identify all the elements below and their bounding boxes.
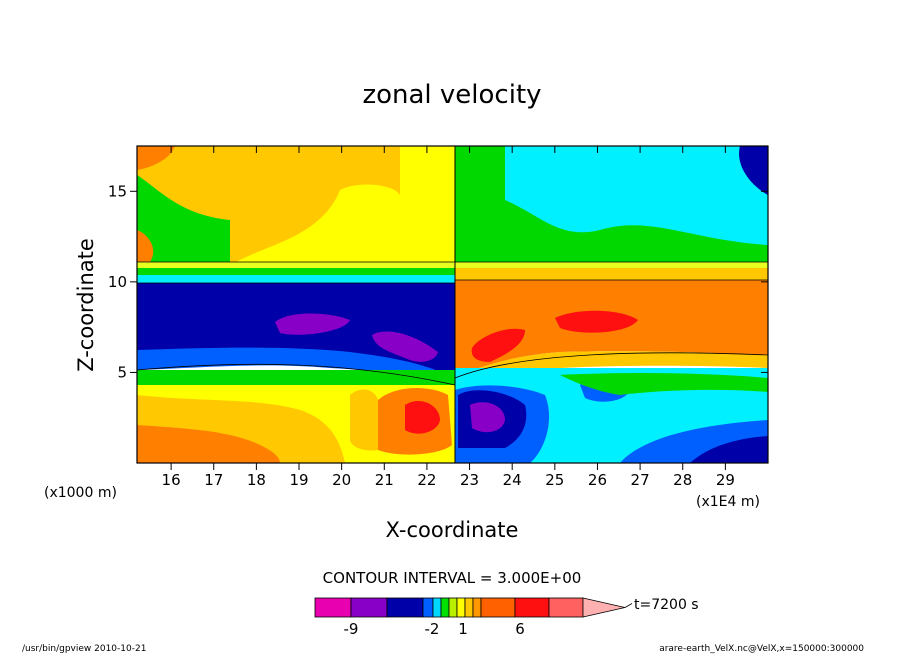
x-tick-label: 26 (588, 471, 607, 489)
colorbar-tick-label: -9 (344, 620, 359, 638)
x-tick-label: 24 (503, 471, 522, 489)
right-red-core-1 (555, 310, 638, 333)
band-cyan (137, 275, 455, 283)
lower-right-navy-corner (690, 436, 768, 463)
y-unit-note: (x1000 m) (44, 485, 117, 501)
upper-left-green-lobe (137, 175, 230, 266)
x-tick-label: 19 (289, 471, 308, 489)
colorbar-segment (514, 597, 550, 618)
time-label: t=7200 s (634, 597, 699, 613)
band-green (137, 268, 455, 278)
x-tick-label: 27 (631, 471, 650, 489)
x-unit-note: (x1E4 m) (696, 494, 760, 510)
colorbar-segment (422, 597, 434, 618)
upper-left-orange-cell-2 (137, 230, 154, 262)
colorbar-tick-label: -2 (425, 620, 440, 638)
right-red-core-2 (471, 328, 525, 362)
left-blue-edge (137, 347, 455, 392)
colorbar-segment (432, 597, 442, 618)
center-yellow (400, 146, 455, 266)
x-tick-label: 18 (247, 471, 266, 489)
lower-right-green-rim (560, 373, 768, 395)
upper-left-yellow-lobe (230, 184, 400, 266)
upper-right-navy-cell (739, 146, 768, 195)
colorbar-tick-label: 1 (458, 620, 468, 638)
x-tick-label: 25 (545, 471, 564, 489)
colorbar: -9 -2 1 6 (314, 597, 633, 638)
lower-left-orange (137, 425, 280, 463)
colorbar-segment (464, 597, 474, 618)
colorbar-pointer (624, 603, 633, 608)
band-yellow (137, 262, 768, 272)
footer-right: arare-earth_VelX.nc@VelX,x=150000:300000 (659, 644, 864, 654)
right-amber-edge (455, 351, 768, 390)
lower-left-amber-rim (350, 389, 378, 451)
colorbar-segment (456, 597, 466, 618)
left-purple-core-2 (372, 331, 438, 362)
plot-area (136, 145, 769, 464)
y-tick-label: 10 (108, 273, 127, 291)
colorbar-segment (472, 597, 482, 618)
x-tick-label: 29 (716, 471, 735, 489)
colorbar-segment (440, 597, 450, 618)
x-axis: 16 17 18 19 20 21 22 23 24 25 26 27 28 29 (162, 146, 735, 489)
y-tick-label: 15 (108, 182, 127, 200)
center-green (455, 146, 505, 266)
colorbar-segment (386, 597, 424, 618)
x-tick-label: 21 (375, 471, 394, 489)
lower-right-purple (470, 402, 505, 433)
colorbar-segment (548, 597, 584, 618)
colorbar-segment (314, 597, 352, 618)
lower-center-red (405, 400, 440, 434)
x-tick-label: 28 (673, 471, 692, 489)
x-tick-label: 17 (204, 471, 223, 489)
colorbar-tick-label: 6 (515, 620, 525, 638)
x-tick-label: 23 (460, 471, 479, 489)
contour-interval: CONTOUR INTERVAL = 3.000E+00 (323, 569, 582, 587)
y-tick-label: 5 (117, 363, 127, 381)
band-orange-r1 (455, 268, 768, 280)
upper-left-orange-cell (137, 146, 175, 170)
colorbar-segment (480, 597, 516, 618)
plot-frame (136, 145, 769, 464)
x-tick-label: 22 (417, 471, 436, 489)
x-axis-label: X-coordinate (386, 518, 519, 542)
y-axis-label: Z-coordinate (74, 238, 98, 372)
colorbar-segment (350, 597, 388, 618)
colorbar-segment (448, 597, 458, 618)
x-tick-label: 16 (162, 471, 181, 489)
contour-line-1 (137, 261, 768, 386)
left-purple-core-1 (275, 313, 350, 335)
chart-title: zonal velocity (362, 80, 541, 110)
footer-left: /usr/bin/gpview 2010-10-21 (22, 644, 146, 654)
y-axis: 5 10 15 (108, 182, 768, 381)
colorbar-arrow (582, 597, 626, 618)
upper-right-green-lobe (505, 200, 768, 266)
x-tick-label: 20 (332, 471, 351, 489)
